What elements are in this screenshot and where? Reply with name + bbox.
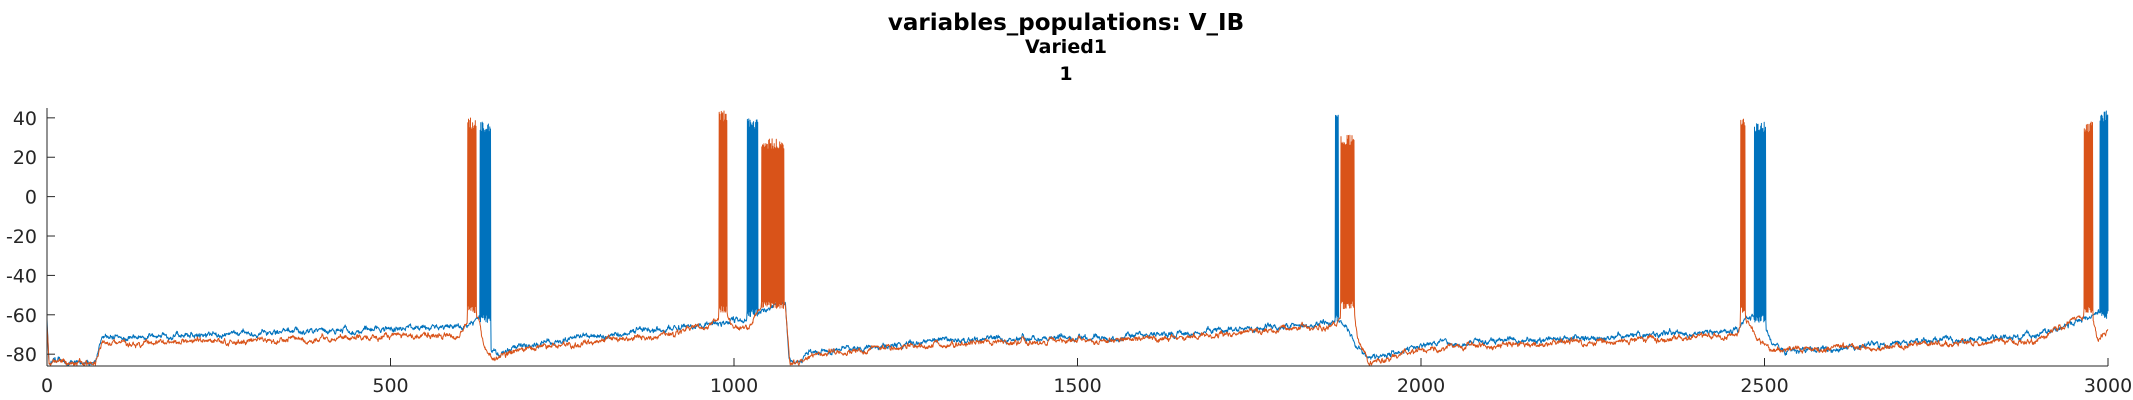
series-1-line bbox=[46, 110, 2109, 367]
plot-area bbox=[46, 110, 2109, 367]
x-tick-label: 500 bbox=[372, 375, 408, 397]
y-tick-label: 40 bbox=[13, 108, 37, 130]
x-tick-label: 3000 bbox=[2084, 375, 2132, 397]
chart-subtitle: Varied1 bbox=[1025, 36, 1107, 58]
x-tick-label: 2500 bbox=[1740, 375, 1788, 397]
y-tick-label: 20 bbox=[13, 147, 37, 169]
chart-subtitle-2: 1 bbox=[1059, 63, 1072, 85]
y-tick-label: 0 bbox=[25, 187, 37, 209]
series-2-line bbox=[46, 110, 2109, 367]
y-tick-label: -20 bbox=[6, 226, 37, 248]
x-tick-label: 1000 bbox=[710, 375, 758, 397]
x-tick-label: 0 bbox=[41, 375, 53, 397]
y-tick-label: -60 bbox=[6, 305, 37, 327]
chart-title: variables_populations: V_IB bbox=[888, 10, 1244, 36]
y-tick-label: -40 bbox=[6, 265, 37, 287]
x-tick-label: 2000 bbox=[1397, 375, 1445, 397]
axes: 0 500 1000 1500 2000 2500 3000 -80 -60 -40 -20 0 20 4… bbox=[6, 108, 2132, 397]
y-tick-label: -80 bbox=[6, 344, 37, 366]
x-tick-label: 1500 bbox=[1053, 375, 1101, 397]
